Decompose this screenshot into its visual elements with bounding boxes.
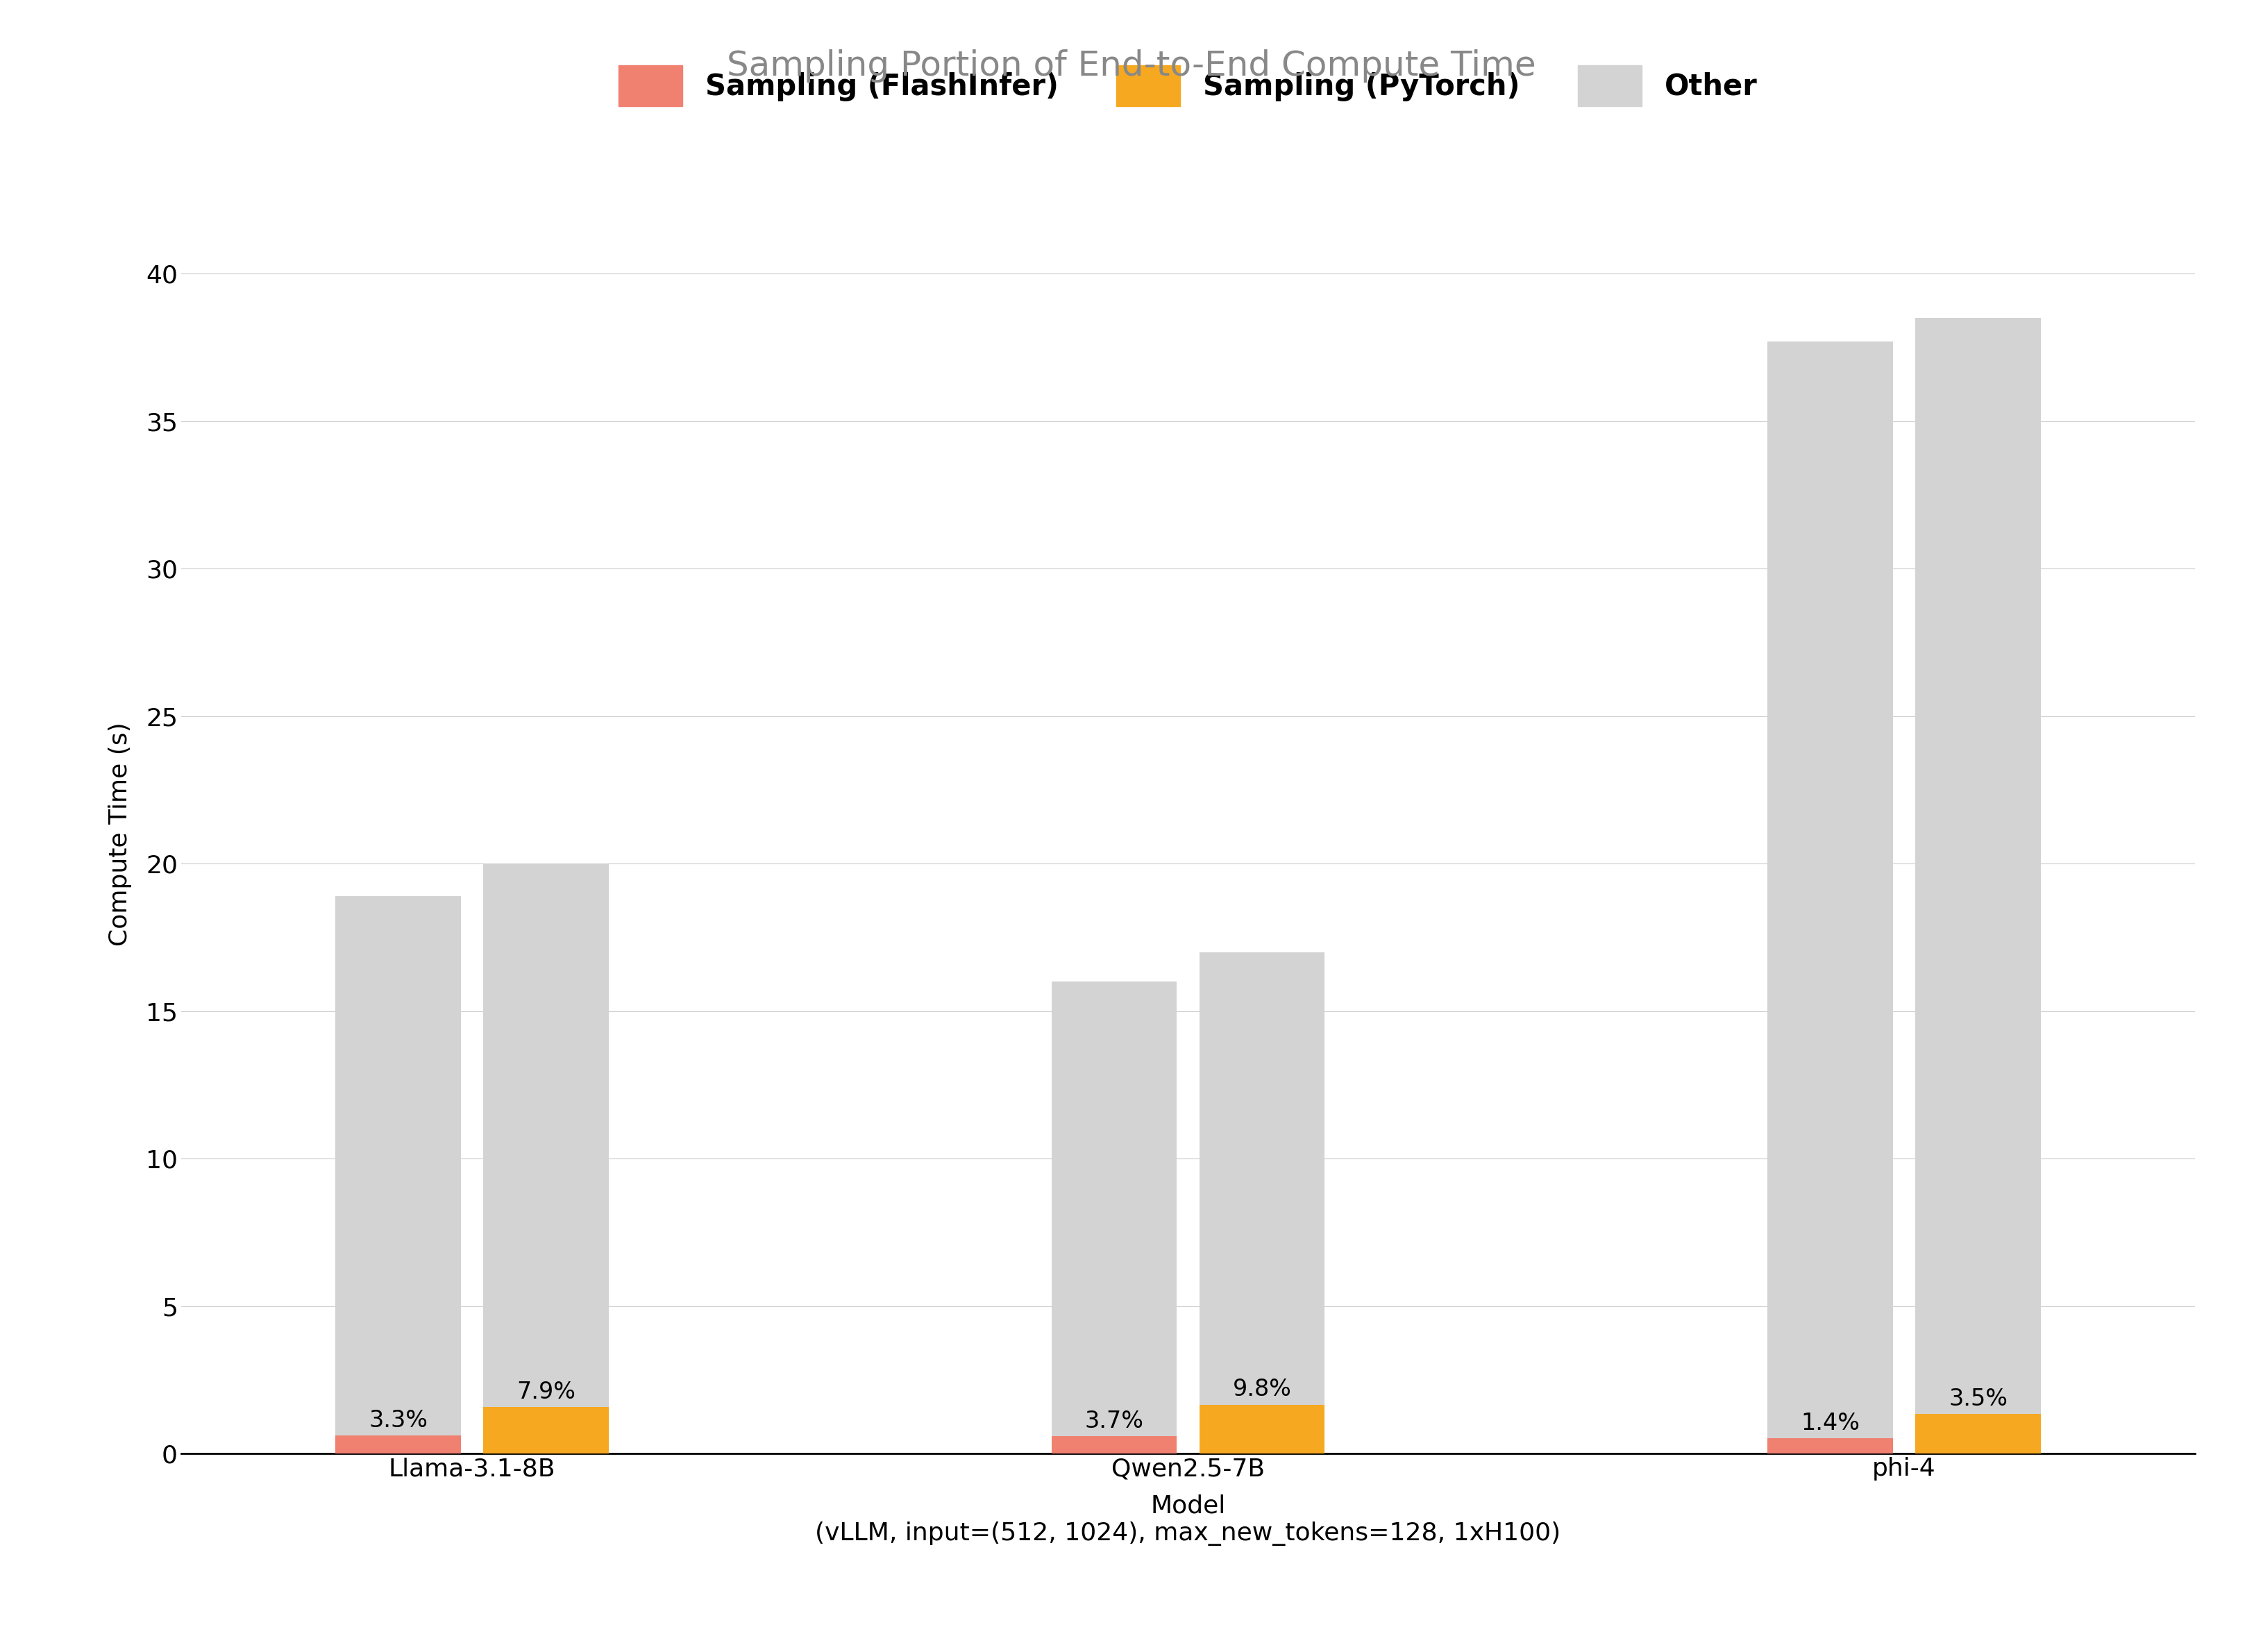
Text: 3.7%: 3.7%	[1084, 1409, 1143, 1432]
Bar	[1767, 342, 1892, 1439]
Bar	[1199, 952, 1324, 1404]
Text: 3.5%: 3.5%	[1948, 1388, 2007, 1411]
Bar	[482, 864, 609, 1408]
Bar	[1052, 1436, 1177, 1454]
Bar	[482, 1408, 609, 1454]
X-axis label: Model
(vLLM, input=(512, 1024), max_new_tokens=128, 1xH100): Model (vLLM, input=(512, 1024), max_new_…	[815, 1493, 1561, 1546]
Bar	[1199, 1404, 1324, 1454]
Text: 1.4%: 1.4%	[1801, 1412, 1860, 1434]
Bar	[1914, 317, 2041, 1414]
Bar	[1767, 1439, 1892, 1454]
Bar	[335, 895, 462, 1436]
Bar	[1052, 981, 1177, 1436]
Bar	[1914, 1414, 2041, 1454]
Text: Sampling Portion of End-to-End Compute Time: Sampling Portion of End-to-End Compute T…	[726, 50, 1537, 83]
Text: 9.8%: 9.8%	[1233, 1378, 1292, 1401]
Y-axis label: Compute Time (s): Compute Time (s)	[109, 722, 131, 947]
Legend: Sampling (FlashInfer), Sampling (PyTorch), Other: Sampling (FlashInfer), Sampling (PyTorch…	[606, 53, 1770, 117]
Bar	[335, 1436, 462, 1454]
Text: 7.9%: 7.9%	[516, 1381, 575, 1404]
Text: 3.3%: 3.3%	[369, 1409, 428, 1432]
